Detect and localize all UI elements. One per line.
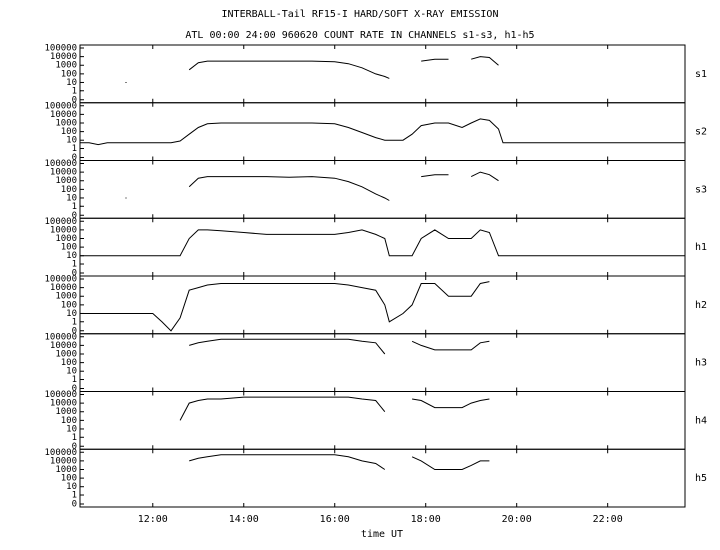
trace bbox=[189, 454, 490, 470]
y-tick-label: 100000 bbox=[44, 332, 77, 342]
series-label: h5 bbox=[695, 473, 707, 484]
y-tick-label: 100 bbox=[61, 358, 77, 368]
y-tick-label: 1000 bbox=[55, 349, 77, 359]
y-tick-label: 1000 bbox=[55, 61, 77, 71]
y-tick-label: 10 bbox=[66, 136, 77, 146]
panel-frame bbox=[79, 275, 686, 335]
y-tick-label: 10000 bbox=[50, 399, 77, 409]
y-tick-label: 100000 bbox=[44, 390, 77, 400]
series-label: h1 bbox=[695, 242, 707, 253]
chart-subtitle: ATL 00:00 24:00 960620 COUNT RATE IN CHA… bbox=[185, 30, 534, 41]
y-tick-label: 1000 bbox=[55, 234, 77, 244]
y-tick-label: 1000 bbox=[55, 176, 77, 186]
y-tick-label: 100000 bbox=[44, 217, 77, 227]
panel-frame bbox=[79, 333, 686, 392]
y-tick-label: 10 bbox=[66, 78, 77, 88]
series-label: s1 bbox=[695, 69, 707, 80]
y-tick-label: 100000 bbox=[44, 159, 77, 169]
trace bbox=[80, 171, 499, 207]
y-tick-label: 10000 bbox=[50, 283, 77, 293]
y-tick-label: 1 bbox=[72, 144, 77, 154]
panel-frame bbox=[79, 160, 686, 219]
x-tick-label: 12:00 bbox=[138, 514, 168, 525]
y-tick-label: 100 bbox=[61, 300, 77, 310]
panel-frame bbox=[79, 217, 686, 277]
series-label: h4 bbox=[695, 415, 707, 426]
y-tick-label: 100 bbox=[61, 474, 77, 484]
y-tick-label: 100 bbox=[61, 416, 77, 426]
trace bbox=[189, 338, 490, 355]
trace bbox=[80, 56, 499, 92]
x-tick-label: 18:00 bbox=[411, 514, 441, 525]
panel-frame bbox=[79, 44, 686, 104]
y-tick-label: 100000 bbox=[44, 448, 77, 458]
y-tick-label: 1 bbox=[72, 317, 77, 327]
y-tick-label: 10000 bbox=[50, 168, 77, 178]
y-tick-label: 10000 bbox=[50, 225, 77, 235]
y-tick-label: 1 bbox=[72, 433, 77, 443]
y-tick-label: 0 bbox=[72, 442, 77, 452]
y-tick-label: 10000 bbox=[50, 52, 77, 62]
panel-frame bbox=[79, 102, 686, 161]
y-tick-label: 0 bbox=[72, 153, 77, 163]
series-label: h2 bbox=[695, 300, 707, 311]
y-tick-label: 1 bbox=[72, 491, 77, 501]
x-axis-label: time UT bbox=[361, 529, 403, 540]
y-tick-label: 1 bbox=[72, 260, 77, 270]
y-tick-label: 100 bbox=[61, 127, 77, 137]
y-tick-label: 10 bbox=[66, 367, 77, 377]
trace bbox=[179, 396, 490, 421]
y-tick-label: 100000 bbox=[44, 101, 77, 111]
x-tick-label: 20:00 bbox=[502, 514, 532, 525]
x-tick-label: 22:00 bbox=[593, 514, 623, 525]
y-tick-label: 0 bbox=[72, 384, 77, 394]
x-tick-label: 16:00 bbox=[320, 514, 350, 525]
y-tick-label: 1 bbox=[72, 202, 77, 212]
y-tick-label: 100000 bbox=[44, 275, 77, 285]
y-tick-label: 10000 bbox=[50, 110, 77, 120]
y-tick-label: 1000 bbox=[55, 407, 77, 417]
trace bbox=[80, 281, 490, 332]
trace bbox=[80, 118, 685, 146]
series-label: s2 bbox=[695, 127, 707, 138]
y-tick-label: 0 bbox=[72, 500, 77, 510]
y-tick-label: 1000 bbox=[55, 118, 77, 128]
panel-frame bbox=[79, 448, 686, 508]
y-tick-label: 1000 bbox=[55, 465, 77, 475]
y-tick-label: 0 bbox=[72, 326, 77, 336]
y-tick-label: 1 bbox=[72, 86, 77, 96]
y-tick-label: 10 bbox=[66, 424, 77, 434]
y-tick-label: 10 bbox=[66, 482, 77, 492]
y-tick-label: 10 bbox=[66, 193, 77, 203]
y-tick-label: 100 bbox=[61, 69, 77, 79]
series-label: h3 bbox=[695, 358, 707, 369]
series-label: s3 bbox=[695, 184, 707, 195]
y-tick-label: 0 bbox=[72, 95, 77, 105]
y-tick-label: 10 bbox=[66, 309, 77, 319]
y-tick-label: 10000 bbox=[50, 456, 77, 466]
y-tick-label: 100000 bbox=[44, 44, 77, 54]
panel-frame bbox=[79, 391, 686, 450]
y-tick-label: 10 bbox=[66, 251, 77, 261]
y-tick-label: 100 bbox=[61, 185, 77, 195]
y-tick-label: 10000 bbox=[50, 341, 77, 351]
trace bbox=[80, 229, 685, 257]
y-tick-label: 0 bbox=[72, 269, 77, 279]
y-tick-label: 1 bbox=[72, 375, 77, 385]
y-tick-label: 1000 bbox=[55, 292, 77, 302]
y-tick-label: 100 bbox=[61, 243, 77, 253]
x-tick-label: 14:00 bbox=[229, 514, 259, 525]
y-tick-label: 0 bbox=[72, 211, 77, 221]
chart-title: INTERBALL-Tail RF15-I HARD/SOFT X-RAY EM… bbox=[222, 9, 499, 20]
